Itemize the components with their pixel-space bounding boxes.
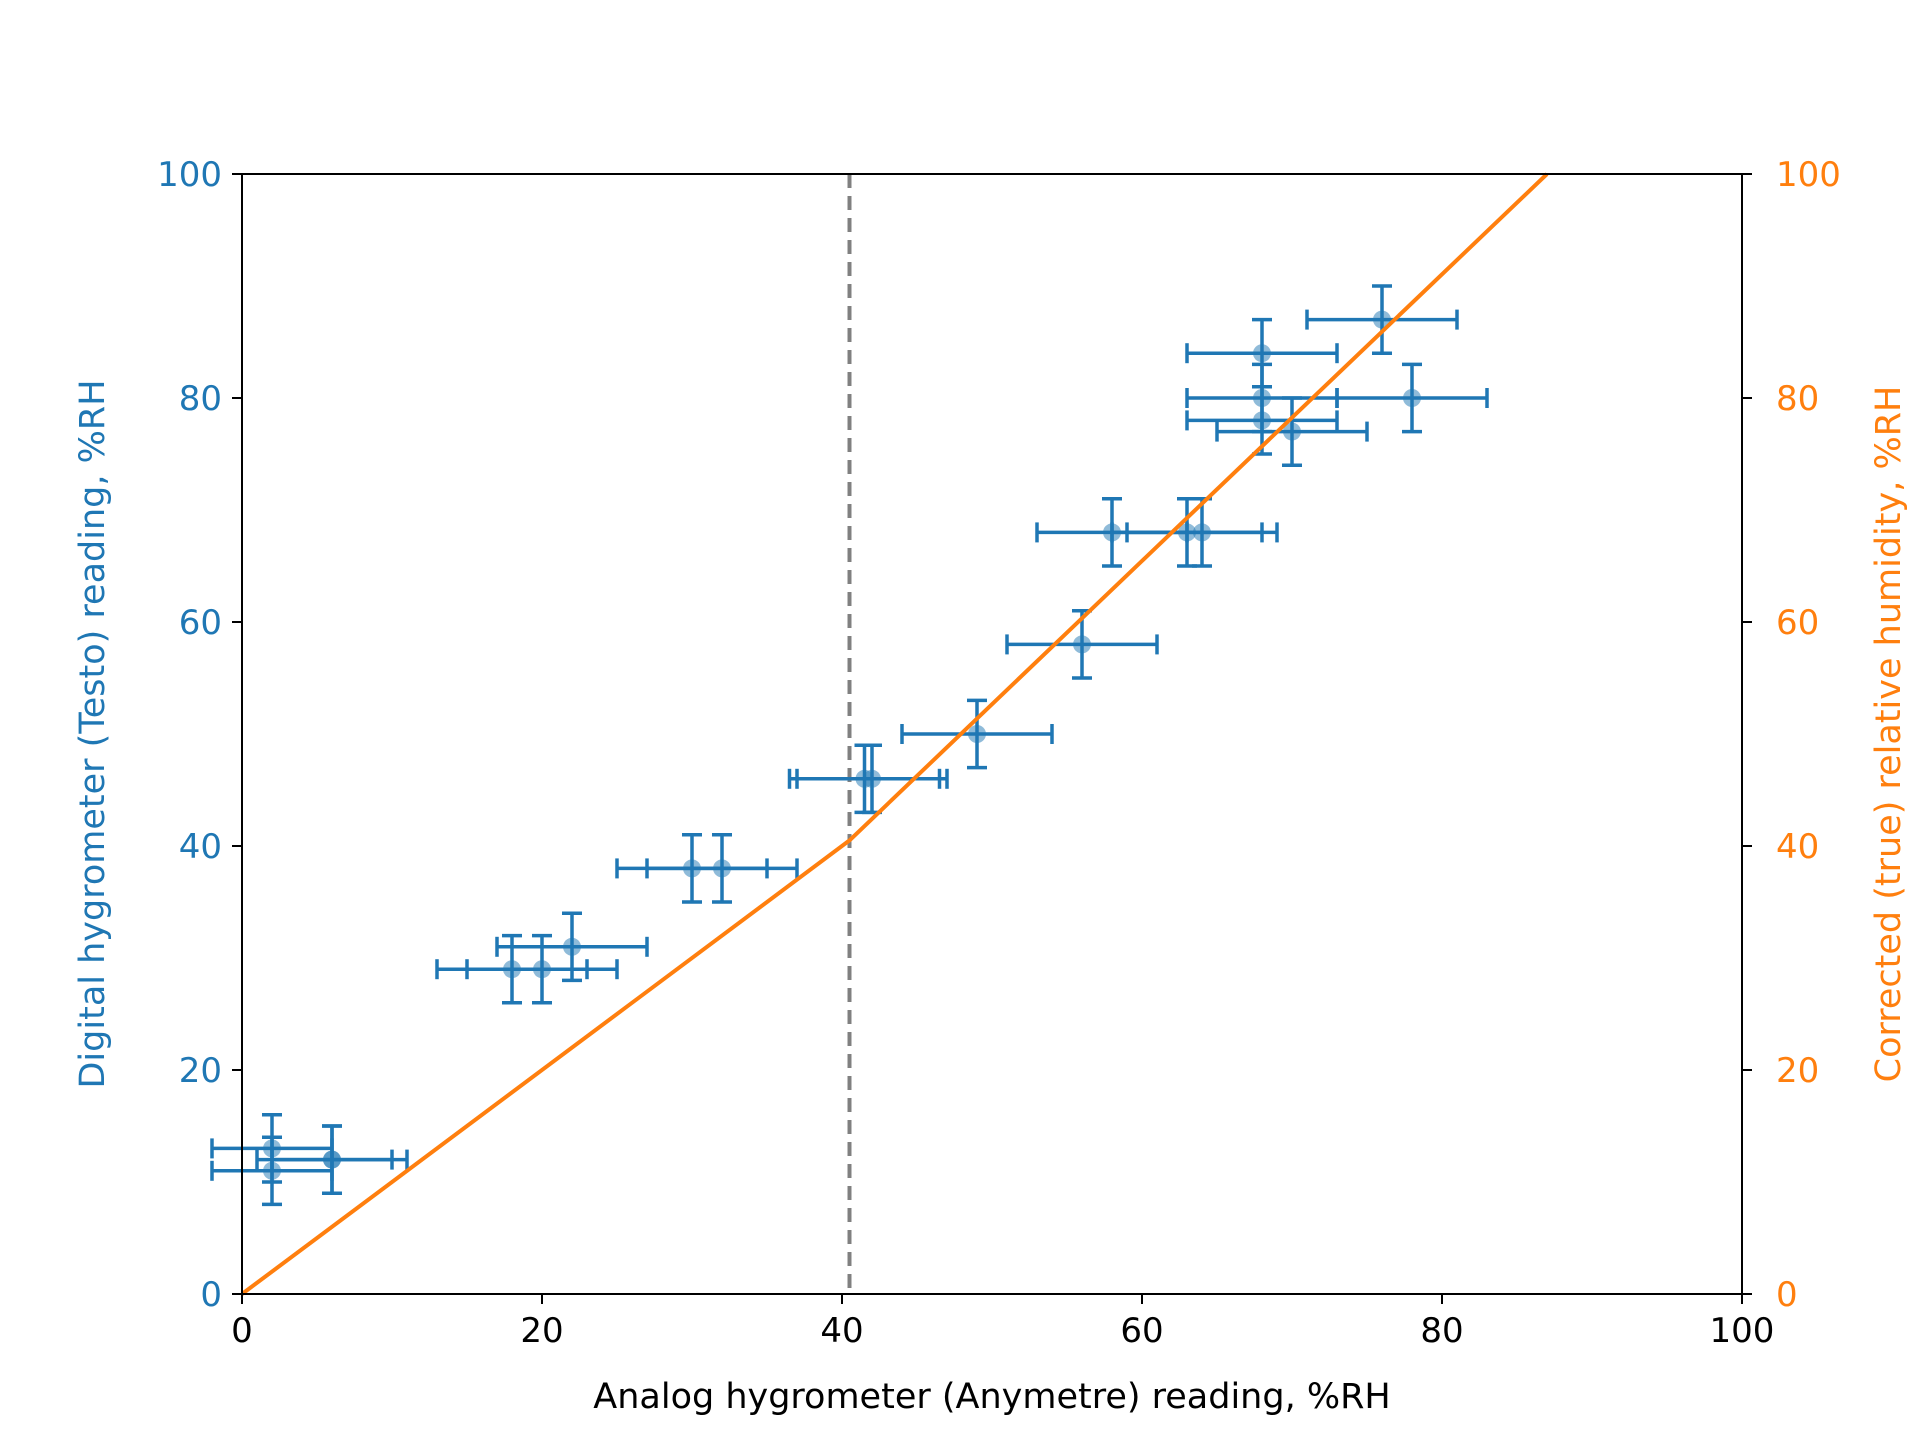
- y2-tick-label: 20: [1776, 1051, 1819, 1091]
- y-tick-label: 80: [179, 379, 222, 419]
- data-point-6: [495, 911, 649, 983]
- y2-axis-label: Corrected (true) relative humidity, %RH: [1869, 386, 1909, 1083]
- data-marker: [713, 859, 731, 878]
- data-marker: [563, 937, 581, 956]
- data-point-18: [1185, 385, 1339, 456]
- data-marker: [263, 1161, 281, 1180]
- y-tick-label: 60: [179, 603, 222, 643]
- x-tick-label: 100: [1710, 1311, 1775, 1351]
- data-marker: [1373, 310, 1391, 329]
- correction-line: [240, 172, 1549, 1296]
- data-point-15: [1125, 497, 1279, 568]
- x-axis-label: Analog hygrometer (Anymetre) reading, %R…: [593, 1377, 1390, 1417]
- y-tick-label: 20: [179, 1051, 222, 1091]
- data-marker: [1283, 422, 1301, 441]
- x-tick-label: 0: [231, 1311, 253, 1351]
- data-marker: [1403, 389, 1421, 407]
- x-tick-label: 20: [520, 1311, 563, 1351]
- y2-tick-label: 60: [1776, 603, 1819, 643]
- data-point-20: [1305, 284, 1459, 355]
- x-tick-label: 80: [1420, 1311, 1463, 1351]
- x-tick-label: 40: [820, 1311, 863, 1351]
- y-tick-label: 100: [157, 155, 222, 195]
- y2-tick-label: 40: [1776, 827, 1819, 867]
- y-tick-label: 40: [179, 827, 222, 867]
- y2-tick-label: 80: [1776, 379, 1819, 419]
- data-point-8: [645, 833, 799, 904]
- data-marker: [533, 960, 551, 979]
- data-marker: [1073, 635, 1091, 654]
- data-marker: [323, 1150, 341, 1169]
- y-axis-label: Digital hygrometer (Testo) reading, %RH: [73, 379, 113, 1088]
- y-tick-label: 0: [200, 1275, 222, 1315]
- plot-frame: [241, 173, 1743, 1295]
- x-tick-label: 60: [1120, 1311, 1163, 1351]
- data-marker: [863, 769, 881, 788]
- data-point-19: [1215, 396, 1369, 467]
- data-point-5: [465, 933, 619, 1005]
- data-marker: [968, 725, 986, 743]
- data-point-3: [270, 1124, 394, 1195]
- data-marker: [1253, 411, 1271, 430]
- data-point-12: [1005, 609, 1159, 680]
- data-marker: [1193, 523, 1211, 542]
- data-point-21: [1335, 362, 1489, 434]
- data-point-10: [795, 743, 949, 815]
- data-point-11: [900, 698, 1054, 770]
- data-marker: [1253, 344, 1271, 363]
- y2-tick-label: 0: [1776, 1275, 1798, 1315]
- y2-tick-label: 100: [1776, 155, 1841, 195]
